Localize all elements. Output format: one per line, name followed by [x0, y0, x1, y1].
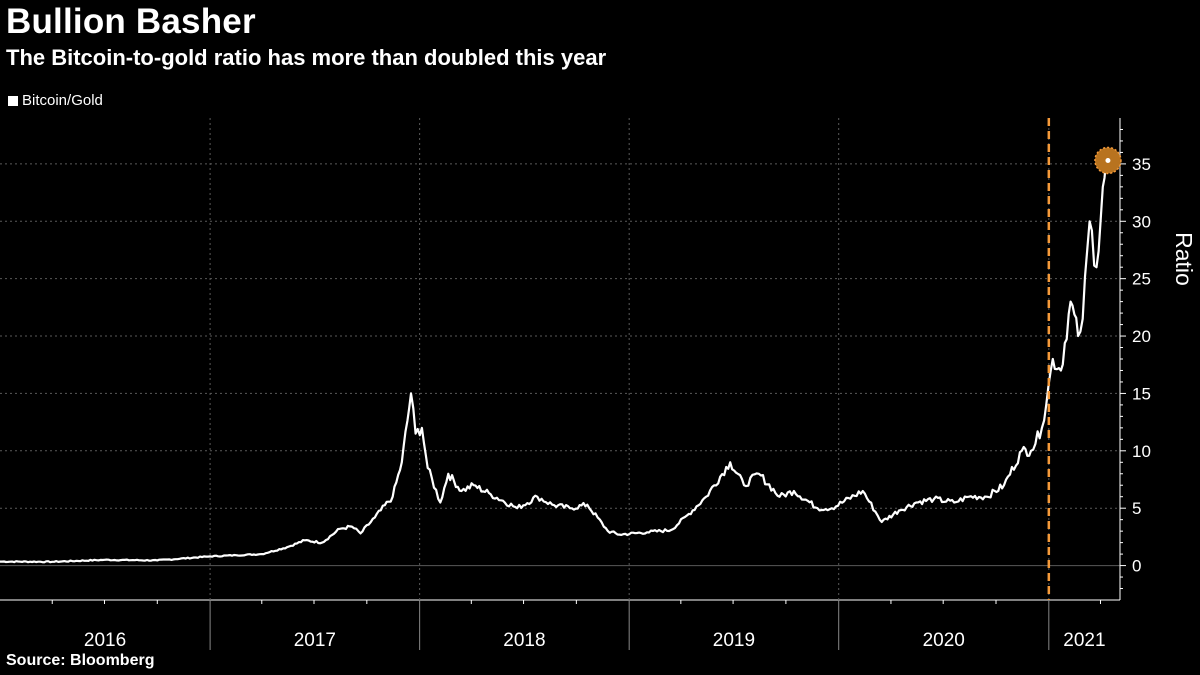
source-note: Source: Bloomberg	[6, 652, 155, 669]
x-tick-label: 2019	[713, 630, 755, 651]
y-tick-label: 25	[1132, 270, 1151, 289]
x-tick-label: 2021	[1063, 630, 1105, 651]
chart-subtitle: The Bitcoin-to-gold ratio has more than …	[6, 45, 607, 70]
chart-title: Bullion Basher	[6, 2, 256, 41]
highlight-point	[1105, 157, 1111, 163]
y-tick-label: 5	[1132, 499, 1141, 518]
legend-swatch	[8, 95, 18, 106]
y-tick-label: 30	[1132, 212, 1151, 231]
x-tick-label: 2020	[923, 630, 965, 651]
y-axis-label: Ratio	[1171, 232, 1197, 286]
y-tick-label: 15	[1132, 384, 1151, 403]
legend-label: Bitcoin/Gold	[22, 92, 103, 109]
y-tick-label: 0	[1132, 557, 1141, 576]
series-line-bitcoin-gold	[0, 158, 1109, 564]
x-tick-label: 2018	[503, 630, 545, 651]
legend: Bitcoin/Gold	[8, 92, 103, 109]
y-tick-label: 20	[1132, 327, 1151, 346]
x-tick-label: 2016	[84, 630, 126, 651]
y-tick-label: 35	[1132, 155, 1151, 174]
y-tick-label: 10	[1132, 442, 1151, 461]
x-tick-label: 2017	[294, 630, 336, 651]
